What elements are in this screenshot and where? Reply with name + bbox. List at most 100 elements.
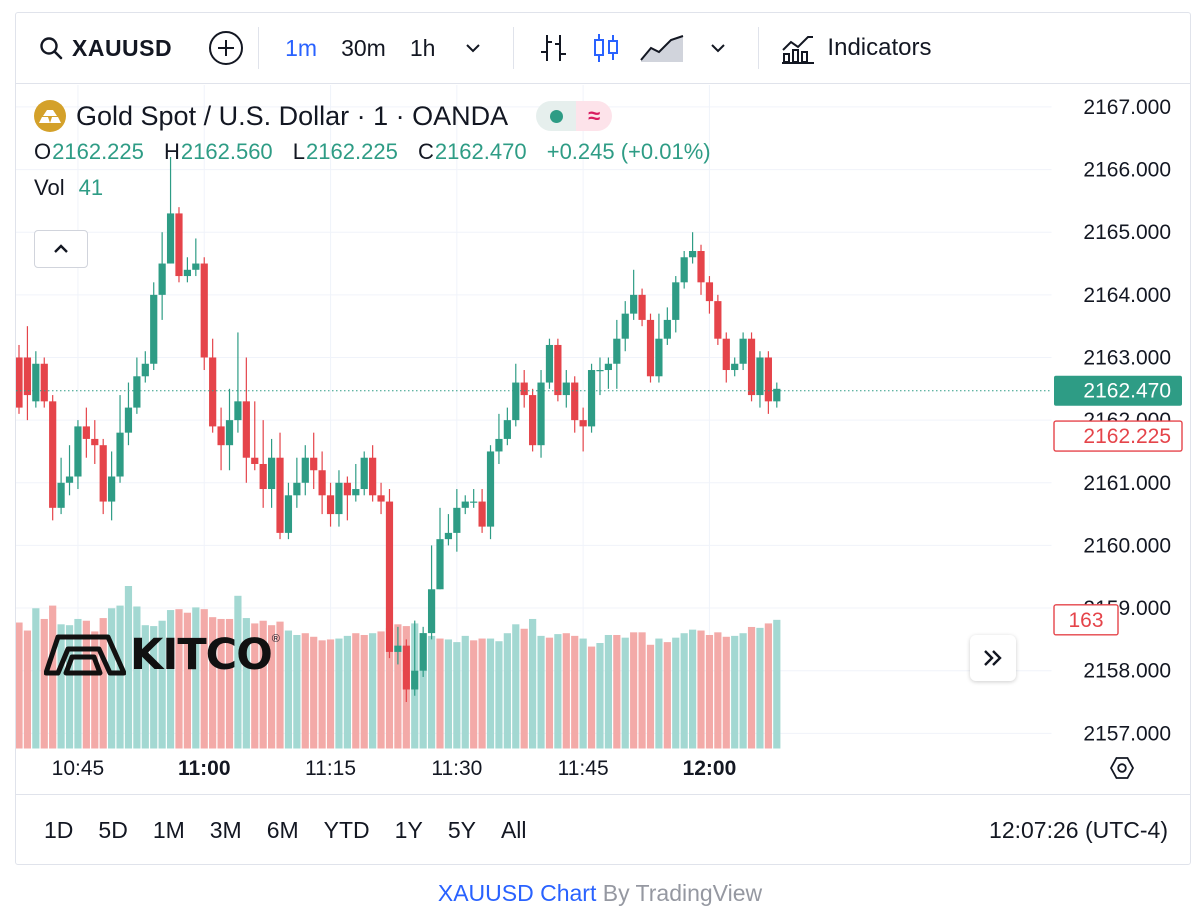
candle-body (512, 382, 520, 421)
candle (689, 232, 697, 264)
volume-bar (335, 638, 343, 749)
low-value: 2162.225 (306, 139, 398, 164)
candle (276, 432, 284, 540)
candle (301, 445, 309, 496)
candle (310, 432, 318, 490)
chart-legend: Gold Spot / U.S. Dollar · 1 · OANDA ≈ O2… (34, 99, 725, 201)
collapse-legend-button[interactable] (34, 230, 88, 268)
candle-body (141, 363, 149, 377)
settings-center (1117, 763, 1127, 773)
volume-bar (722, 636, 730, 749)
high-label: H (164, 139, 180, 164)
candle (419, 626, 427, 677)
candle (99, 438, 107, 515)
open-price-label: 2162.225 (1083, 425, 1171, 448)
open-label: O (34, 139, 52, 164)
price-tick-label: 2161.000 (1083, 472, 1171, 495)
candle-body (150, 294, 158, 364)
candle-body (672, 282, 680, 320)
open-value: 2162.225 (52, 139, 144, 164)
candle (284, 482, 293, 540)
range-all[interactable]: All (500, 817, 527, 843)
candle (478, 489, 486, 533)
indicators-button[interactable]: Indicators (781, 32, 931, 64)
last-price-label-bg (1054, 375, 1182, 406)
range-5d[interactable]: 5D (98, 817, 128, 843)
range-5y[interactable]: 5Y (447, 817, 476, 843)
candle (470, 489, 478, 508)
candle (512, 363, 520, 427)
chart-link[interactable]: XAUUSD Chart (437, 880, 597, 906)
candle-body (310, 457, 318, 471)
range-ytd[interactable]: YTD (323, 817, 370, 843)
candle-body (562, 382, 570, 396)
delayed-data-indicator[interactable]: ≈ (576, 101, 613, 131)
date-range-bar: 1D 5D 1M 3M 6M YTD 1Y 5Y All 12:07:26 (U… (16, 794, 1190, 864)
timezone-clock[interactable]: 12:07:26 (UTC-4) (989, 817, 1168, 843)
time-tick-label: 11:00 (178, 757, 231, 780)
candle-body (259, 463, 267, 490)
range-1d[interactable]: 1D (44, 817, 74, 843)
compare-button[interactable] (208, 30, 244, 66)
volume-bar (74, 618, 82, 749)
volume-bar (385, 627, 394, 749)
range-3m[interactable]: 3M (209, 817, 242, 843)
candles (16, 157, 781, 703)
candle-body (23, 357, 32, 396)
close-value: 2162.470 (434, 139, 527, 164)
volume-bar (301, 633, 309, 749)
candle (621, 301, 629, 352)
range-6m[interactable]: 6M (266, 817, 299, 843)
area-chart-type-button[interactable] (638, 28, 686, 68)
volume-label: Vol (34, 175, 65, 200)
interval-1m[interactable]: 1m (285, 34, 318, 61)
candle (57, 457, 65, 515)
price-chart[interactable]: 2167.000 2166.000 2165.000 2164.000 2163.000… (16, 85, 1191, 793)
chart-type-dropdown[interactable] (698, 28, 738, 68)
volume-bar (486, 638, 495, 749)
volume-bar (461, 635, 469, 749)
interval-1h[interactable]: 1h (409, 34, 436, 61)
range-1y[interactable]: 1Y (394, 817, 423, 843)
volume-bar (646, 644, 655, 749)
volume-bar (40, 618, 48, 749)
interval-30m[interactable]: 30m (341, 34, 386, 61)
candle (394, 626, 402, 665)
chevron-up-icon (54, 244, 68, 253)
volume-bar (470, 640, 478, 749)
volume-bar (99, 618, 107, 749)
candle (495, 413, 503, 464)
candles-chart-type-button[interactable] (586, 28, 626, 68)
scroll-to-realtime-button[interactable] (970, 635, 1016, 681)
price-tick-label: 2158.000 (1083, 660, 1171, 683)
bar-chart-type-button[interactable] (534, 28, 574, 68)
price-tick-label: 2163.000 (1083, 346, 1171, 369)
settings-icon[interactable] (1109, 757, 1135, 779)
candle-body (419, 633, 427, 671)
interval-dropdown[interactable] (453, 28, 493, 68)
price-tick-label: 2164.000 (1083, 284, 1171, 307)
volume-bar (655, 638, 663, 749)
volume-bar (739, 633, 747, 749)
market-open-indicator[interactable] (536, 101, 577, 131)
volume-bar (65, 625, 74, 749)
volume-bar (512, 624, 520, 749)
candle-body (453, 507, 461, 533)
candle-body (360, 457, 368, 490)
candle-body (352, 489, 360, 496)
last-price-label: 2162.470 (1083, 380, 1171, 403)
candle (604, 357, 612, 389)
green-dot-icon (549, 109, 563, 123)
candle (705, 276, 714, 314)
volume-legend: Vol 41 (34, 175, 725, 201)
candle-body (663, 319, 671, 339)
candle (427, 545, 436, 640)
volume-bar (251, 623, 259, 749)
range-1m[interactable]: 1M (152, 817, 185, 843)
candle (352, 463, 360, 502)
volume-bar (276, 621, 284, 749)
symbol-search[interactable]: XAUUSD (38, 35, 172, 62)
volume-bar (82, 620, 90, 749)
gold-bars-icon (34, 100, 66, 132)
candle (360, 451, 368, 496)
